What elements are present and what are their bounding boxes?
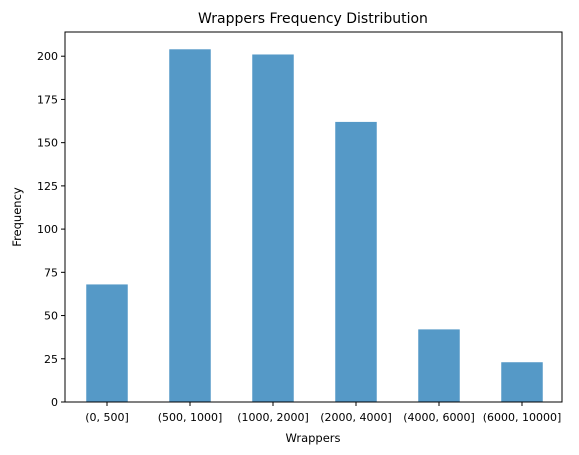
bar-1 — [169, 49, 211, 402]
x-tick-label: (2000, 4000] — [320, 411, 392, 424]
plot-frame — [64, 31, 563, 403]
bar-2 — [252, 54, 294, 403]
chart-title: Wrappers Frequency Distribution — [198, 11, 428, 27]
y-axis-ticks: 0 25 50 75 100 125 150 175 200 — [37, 50, 65, 409]
x-axis-ticks: (0, 500] (500, 1000] (1000, 2000] (2000, 40… — [85, 402, 561, 424]
bar-4 — [418, 329, 460, 402]
y-tick-label: 125 — [37, 180, 58, 193]
y-tick-label: 200 — [37, 50, 58, 63]
x-tick-label: (0, 500] — [85, 411, 129, 424]
y-tick-label: 50 — [44, 310, 58, 323]
x-tick-label: (500, 1000] — [158, 411, 223, 424]
x-tick-label: (1000, 2000] — [237, 411, 309, 424]
y-tick-label: 25 — [44, 353, 58, 366]
bar-5 — [501, 362, 543, 402]
x-axis-label: Wrappers — [285, 431, 340, 445]
y-tick-label: 100 — [37, 223, 58, 236]
y-axis-label: Frequency — [10, 187, 24, 247]
y-tick-label: 75 — [44, 266, 58, 279]
y-tick-label: 150 — [37, 137, 58, 150]
bar-series — [86, 49, 543, 403]
x-tick-label: (6000, 10000] — [483, 411, 562, 424]
bar-3 — [335, 121, 377, 402]
bar-0 — [86, 284, 128, 402]
y-tick-label: 0 — [51, 396, 58, 409]
y-tick-label: 175 — [37, 93, 58, 106]
x-tick-label: (4000, 6000] — [403, 411, 475, 424]
